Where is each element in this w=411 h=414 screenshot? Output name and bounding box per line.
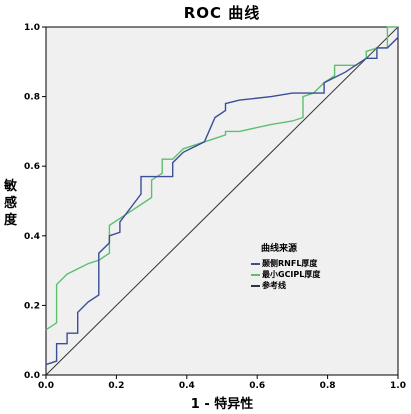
curve-rnfl-thickness xyxy=(45,27,399,366)
x-tick-label: 0.8 xyxy=(320,381,336,391)
x-tick-label: 0.0 xyxy=(38,381,54,391)
y-tick-label: 0.0 xyxy=(24,371,40,381)
y-axis-label-char: 感 xyxy=(3,196,17,211)
x-tick-label: 1.0 xyxy=(390,381,406,391)
legend-label-reference: 参考线 xyxy=(262,281,286,290)
legend: 曲线来源 颞侧RNFL厚度 最小GCIPL厚度 参考线 xyxy=(251,241,320,291)
y-axis-label-char: 度 xyxy=(3,213,17,228)
legend-swatch-rnfl xyxy=(251,262,260,265)
curves xyxy=(45,26,399,376)
legend-title: 曲线来源 xyxy=(261,244,298,254)
x-axis-label: 1 - 特异性 xyxy=(190,397,254,412)
legend-item-reference: 参考线 xyxy=(251,280,320,291)
legend-swatch-reference xyxy=(251,284,260,287)
y-axis-label-char: 敏 xyxy=(3,179,17,194)
legend-label-gcipl: 最小GCIPL厚度 xyxy=(262,270,321,279)
legend-label-rnfl: 颞侧RNFL厚度 xyxy=(262,259,318,268)
chart-title: ROC 曲线 xyxy=(183,4,261,22)
legend-item-gcipl: 最小GCIPL厚度 xyxy=(251,269,320,280)
x-tick-label: 0.4 xyxy=(179,381,195,391)
legend-item-rnfl: 颞侧RNFL厚度 xyxy=(251,258,320,269)
y-tick-label: 0.8 xyxy=(24,93,40,103)
reference-line xyxy=(45,26,399,376)
y-axis-ticks: 0.0 0.2 0.4 0.6 0.8 1.0 xyxy=(24,23,46,381)
y-tick-label: 1.0 xyxy=(24,23,40,33)
y-tick-label: 0.4 xyxy=(24,232,40,242)
legend-swatch-gcipl xyxy=(251,273,260,276)
x-axis-ticks: 0.0 0.2 0.4 0.6 0.8 1.0 xyxy=(38,375,406,391)
y-axis-label: 敏感度 xyxy=(2,178,19,229)
y-tick-label: 0.2 xyxy=(24,301,40,311)
x-tick-label: 0.6 xyxy=(249,381,265,391)
y-tick-label: 0.6 xyxy=(24,162,40,172)
x-tick-label: 0.2 xyxy=(108,381,124,391)
